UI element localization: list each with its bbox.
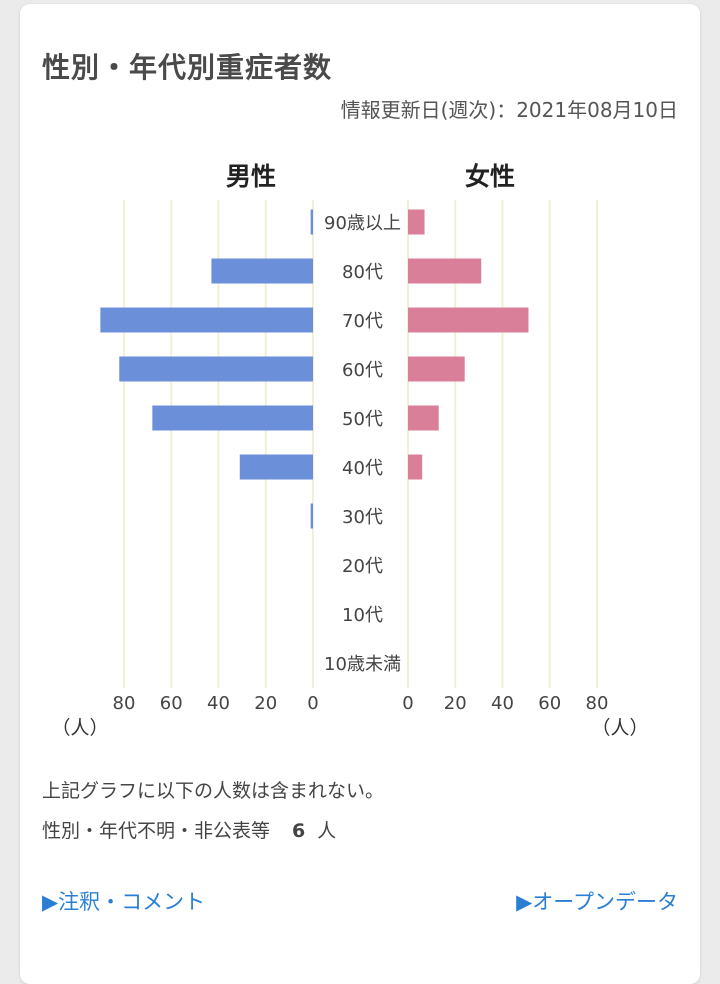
tick-label-left: 0 — [307, 693, 318, 714]
unknown-unit: 人 — [317, 820, 337, 842]
bar-male — [119, 356, 314, 382]
bar-male — [100, 307, 313, 333]
legend-female: 女性 — [465, 162, 515, 191]
unknown-count-note: 性別・年代不明・非公表等 6 人 — [42, 816, 336, 843]
legend-male: 男性 — [226, 162, 276, 191]
category-label: 40代 — [342, 458, 383, 479]
category-label: 10代 — [342, 605, 383, 626]
category-label: 90歳以上 — [324, 213, 401, 234]
comments-link[interactable]: ▶注釈・コメント — [42, 890, 206, 914]
tick-label-right: 0 — [402, 693, 413, 714]
unit-label-right: （人） — [591, 717, 648, 739]
bar-female — [408, 405, 439, 431]
tick-label-right: 40 — [491, 693, 514, 714]
category-label: 20代 — [342, 556, 383, 577]
bar-female — [408, 454, 423, 480]
update-date: 情報更新日(週次)：2021年08月10日 — [340, 98, 678, 122]
bar-female — [408, 258, 482, 284]
category-label: 70代 — [342, 311, 383, 332]
unknown-count: 6 — [292, 820, 306, 842]
exclusion-note: 上記グラフに以下の人数は含まれない。 — [42, 780, 385, 802]
category-label: 50代 — [342, 409, 383, 430]
tick-label-left: 80 — [113, 693, 136, 714]
population-pyramid-chart: 男性 女性 90歳以上 80代 70代 60代 50代 40代 30代 20代 10代 10歳未満… — [51, 162, 648, 739]
chart-card — [20, 4, 700, 984]
tick-label-right: 60 — [538, 693, 561, 714]
chart-title: 性別・年代別重症者数 — [42, 51, 333, 84]
category-label: 60代 — [342, 360, 383, 381]
unknown-label: 性別・年代不明・非公表等 — [42, 820, 271, 842]
tick-label-right: 80 — [586, 693, 609, 714]
bar-male — [211, 258, 313, 284]
bar-female — [408, 209, 425, 235]
category-labels: 90歳以上 80代 70代 60代 50代 40代 30代 20代 10代 10歳未満 — [324, 213, 401, 675]
tick-label-left: 60 — [160, 693, 183, 714]
category-label: 30代 — [342, 507, 383, 528]
category-label: 10歳未満 — [324, 654, 401, 675]
bar-male — [239, 454, 313, 480]
bar-male — [152, 405, 313, 431]
bar-female — [408, 307, 529, 333]
axis-ticks: 80 60 40 20 0 0 20 40 60 80 — [113, 693, 609, 714]
bar-male — [310, 503, 313, 529]
bar-layer — [100, 209, 529, 529]
unit-label-left: （人） — [51, 717, 108, 739]
tick-label-left: 40 — [207, 693, 230, 714]
tick-label-left: 20 — [254, 693, 277, 714]
bar-female — [408, 356, 465, 382]
tick-label-right: 20 — [444, 693, 467, 714]
bar-male — [310, 209, 313, 235]
category-label: 80代 — [342, 262, 383, 283]
open-data-link[interactable]: ▶オープンデータ — [516, 890, 678, 914]
